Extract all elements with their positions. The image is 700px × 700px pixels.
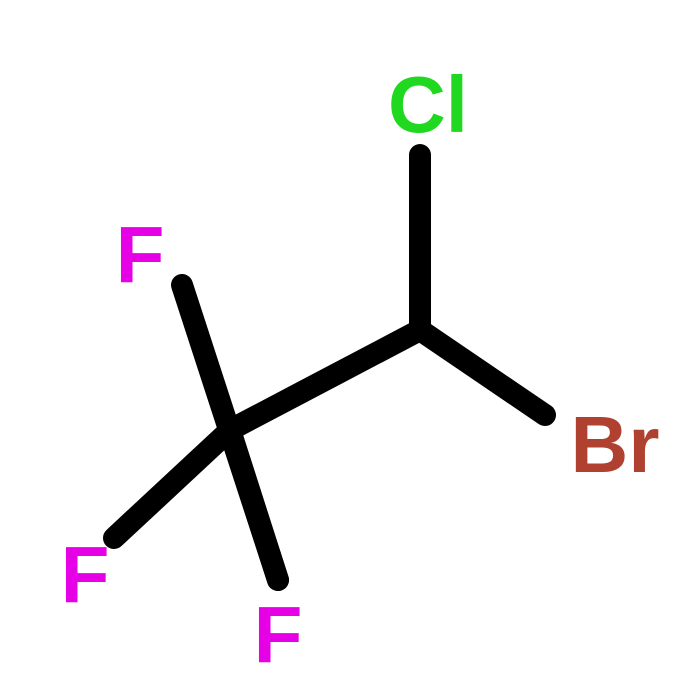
bond	[420, 330, 545, 415]
bond	[230, 330, 420, 430]
atom-f1: F	[116, 209, 165, 301]
bond	[114, 430, 230, 538]
bond	[230, 430, 278, 580]
atom-f2: F	[61, 529, 110, 621]
atom-cl: Cl	[388, 59, 468, 151]
atom-br: Br	[571, 399, 660, 491]
atom-f3: F	[254, 589, 303, 681]
